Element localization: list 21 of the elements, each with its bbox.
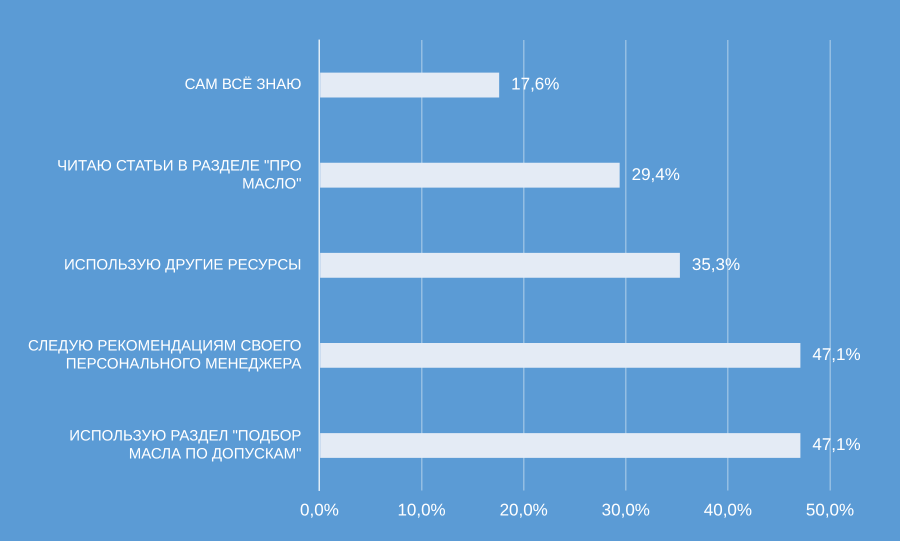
x-tick-label: 50,0% (806, 500, 854, 520)
bar (320, 252, 680, 278)
bar (320, 433, 800, 458)
x-tick-label: 20,0% (500, 500, 548, 520)
bar (320, 343, 800, 368)
data-label: 35,3% (692, 254, 740, 274)
bar (320, 72, 500, 98)
y-tick-label: СЛЕДУЮ РЕКОМЕНДАЦИЯМ СВОЕГО ПЕРСОНАЛЬНОГО МЕНЕДЖЕРА (28, 338, 302, 373)
y-tick-label: ИСПОЛЬЗУЮ ДРУГИЕ РЕСУРСЫ (64, 256, 302, 274)
y-tick-label: САМ ВСЁ ЗНАЮ (184, 76, 302, 94)
data-label: 47,1% (812, 345, 861, 364)
data-label: 17,6% (511, 74, 560, 94)
x-tick-label: 10,0% (397, 500, 446, 520)
x-tick-label: 0,0% (300, 500, 339, 520)
bar (320, 162, 620, 188)
y-tick-label: ЧИТАЮ СТАТЬИ В РАЗДЕЛЕ "ПРО МАСЛО" (57, 157, 302, 192)
x-tick-label: 30,0% (602, 500, 650, 520)
data-label: 47,1% (812, 435, 861, 454)
x-tick-label: 40,0% (704, 500, 752, 520)
data-label: 29,4% (632, 164, 680, 184)
y-tick-label: ИСПОЛЬЗУЮ РАЗДЕЛ "ПОДБОР МАСЛА ПО ДОПУСКАМ" (69, 428, 302, 463)
